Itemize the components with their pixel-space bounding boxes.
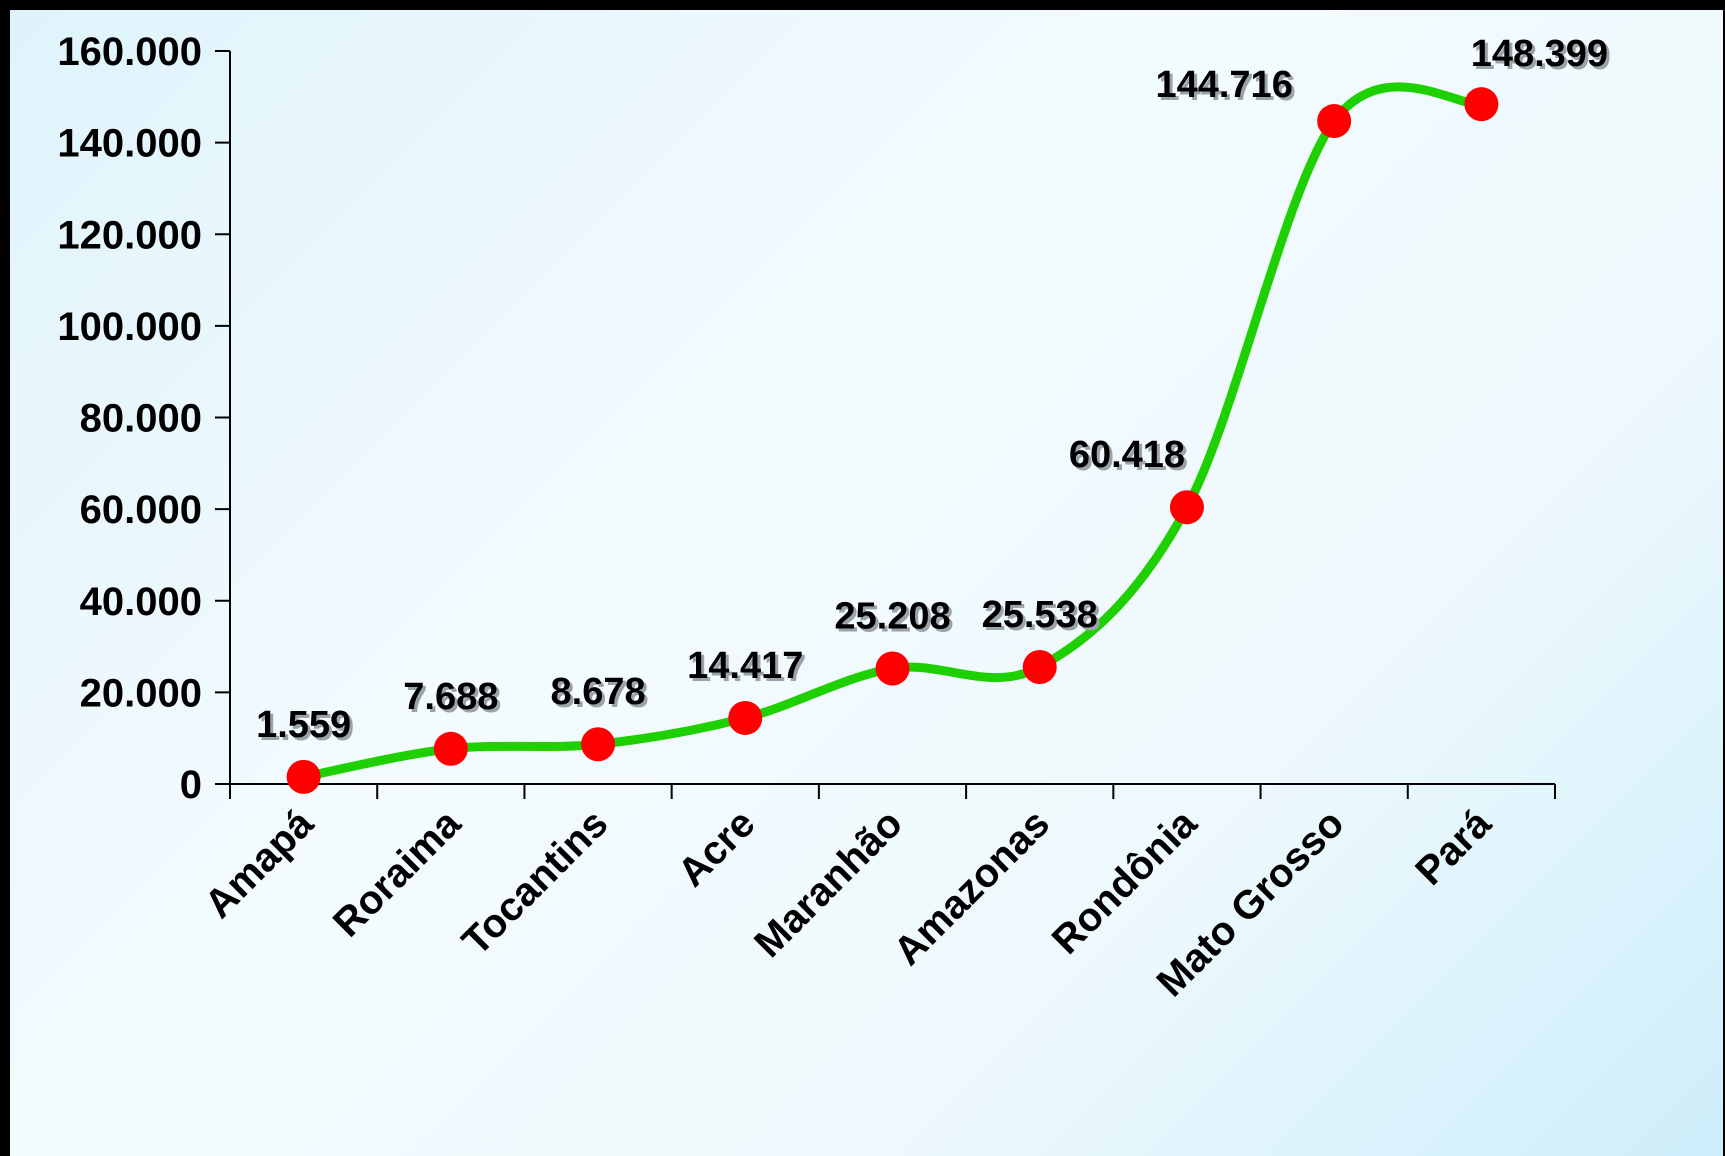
axes: 0 20.000 40.000 60.000 80.000 100.000 120.000 1… [57, 30, 1556, 1005]
x-tick-label: Tocantins [454, 801, 617, 964]
data-label-shadow: 25.208 [837, 599, 953, 641]
data-point [1317, 104, 1352, 139]
data-label-shadow: 14.417 [690, 648, 806, 690]
data-label: 7.688 [403, 676, 498, 718]
data-label: 8.678 [551, 671, 646, 713]
data-label: 25.538 [982, 594, 1098, 636]
data-point [1022, 650, 1057, 685]
y-tick-label: 40.000 [80, 580, 202, 624]
data-point [1169, 490, 1204, 525]
chart-frame: 0 20.000 40.000 60.000 80.000 100.000 120.000 1… [10, 10, 1723, 1156]
data-point [875, 651, 910, 686]
data-label: 148.399 [1471, 33, 1608, 75]
data-point [728, 700, 763, 735]
data-label: 25.208 [834, 596, 950, 638]
y-tick-label: 20.000 [80, 671, 202, 715]
x-tick-label: Acre [670, 801, 764, 895]
data-label-shadow: 7.688 [406, 679, 501, 721]
y-tick-label: 120.000 [57, 213, 202, 257]
data-label: 144.716 [1155, 64, 1292, 106]
data-label: 14.417 [687, 645, 803, 687]
series-line [299, 82, 1486, 782]
series-line-group [299, 82, 1486, 782]
data-points [286, 87, 1499, 794]
y-tick-label: 0 [180, 763, 202, 807]
data-label-shadow: 1.559 [259, 707, 354, 749]
y-tick-label: 140.000 [57, 122, 202, 166]
data-label-shadow: 60.418 [1072, 437, 1188, 479]
x-tick-label: Rondônia [1044, 801, 1206, 963]
data-label-shadow: 25.538 [985, 597, 1101, 639]
data-label: 1.559 [256, 704, 351, 746]
data-label-shadow: 148.399 [1474, 36, 1611, 78]
data-label: 60.418 [1069, 434, 1185, 476]
y-tick-label: 60.000 [80, 488, 202, 532]
x-tick-label: Pará [1407, 801, 1500, 894]
data-point [581, 727, 616, 762]
y-tick-label: 100.000 [57, 305, 202, 349]
x-tick-label: Roraima [325, 801, 470, 946]
data-point [286, 759, 321, 794]
y-tick-label: 80.000 [80, 397, 202, 441]
x-tick-label: Amapá [197, 801, 323, 927]
line-chart: 0 20.000 40.000 60.000 80.000 100.000 120.000 1… [57, 30, 1611, 1005]
x-tick-label: Amazonas [886, 801, 1059, 974]
data-label-shadow: 8.678 [554, 674, 649, 716]
y-tick-label: 160.000 [57, 30, 202, 74]
data-point [1464, 87, 1499, 122]
data-label-shadow: 144.716 [1158, 67, 1295, 109]
data-point [433, 731, 468, 766]
